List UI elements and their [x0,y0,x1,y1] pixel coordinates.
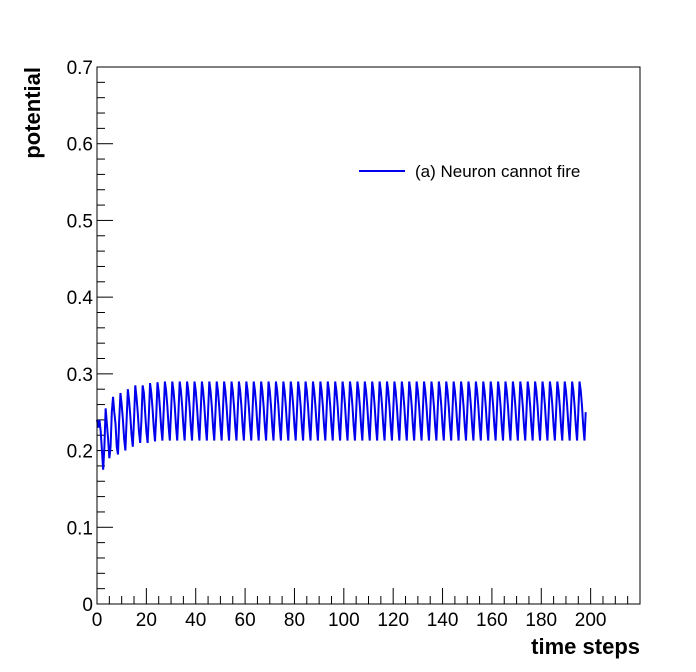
series-line [96,381,587,470]
x-tick-label: 120 [377,610,409,631]
legend: (a) Neuron cannot fire [359,162,580,181]
y-tick-label: 0.2 [67,442,93,463]
y-tick-labels: 0 0.1 0.2 0.3 0.4 0.5 0.6 0.7 [67,58,94,616]
x-tick-label: 200 [575,610,607,631]
x-tick-label: 160 [476,610,508,631]
y-tick-label: 0.7 [67,58,93,79]
y-tick-label: 0.3 [67,365,93,386]
x-tick-label: 60 [235,610,256,631]
x-tick-labels: 0 20 40 60 80 100 120 140 160 180 200 [92,610,607,631]
x-axis-title: time steps [531,634,640,659]
x-tick-label: 140 [427,610,459,631]
x-tick-label: 40 [185,610,206,631]
y-tick-label: 0 [82,595,93,616]
x-tick-label: 100 [328,610,360,631]
x-tick-label: 20 [136,610,157,631]
legend-label: (a) Neuron cannot fire [415,162,580,181]
y-tick-label: 0.4 [67,288,94,309]
x-tick-label: 80 [284,610,305,631]
series-group [96,381,587,470]
y-tick-label: 0.1 [67,518,93,539]
y-tick-label: 0.5 [67,211,93,232]
x-tick-label: 0 [92,610,103,631]
x-tick-label: 180 [525,610,557,631]
y-tick-label: 0.6 [67,135,93,156]
plot-frame [96,66,641,605]
y-axis-title: potential [20,67,45,159]
